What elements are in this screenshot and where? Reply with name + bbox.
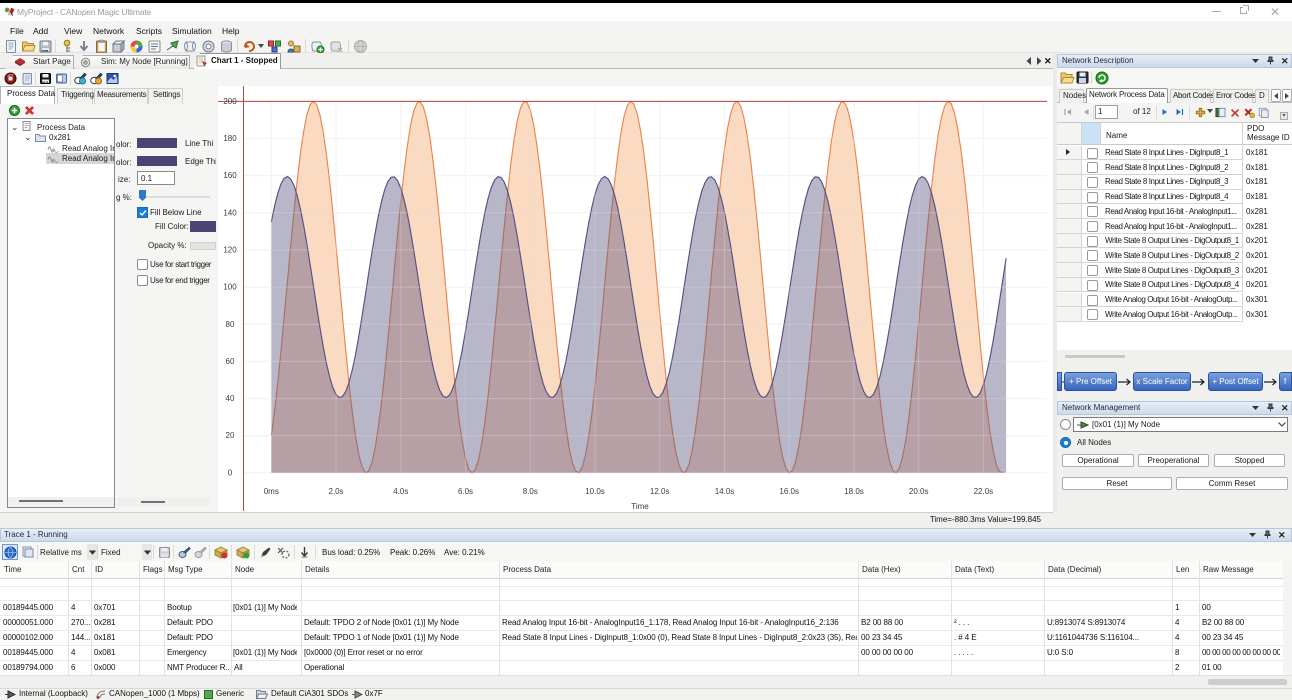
svg-text:20: 20 bbox=[226, 431, 235, 440]
svg-text:120: 120 bbox=[223, 245, 237, 254]
svg-text:60: 60 bbox=[226, 357, 235, 366]
svg-text:8.0s: 8.0s bbox=[523, 487, 538, 496]
svg-text:0: 0 bbox=[228, 468, 233, 477]
svg-text:20.0s: 20.0s bbox=[909, 487, 929, 496]
svg-text:80: 80 bbox=[226, 320, 235, 329]
svg-text:18.0s: 18.0s bbox=[844, 487, 864, 496]
svg-text:12.0s: 12.0s bbox=[650, 487, 670, 496]
svg-text:14.0s: 14.0s bbox=[715, 487, 735, 496]
svg-text:6.0s: 6.0s bbox=[458, 487, 473, 496]
svg-text:140: 140 bbox=[223, 208, 237, 217]
svg-text:100: 100 bbox=[223, 283, 237, 292]
svg-text:180: 180 bbox=[223, 134, 237, 143]
svg-text:4.0s: 4.0s bbox=[393, 487, 408, 496]
svg-text:0ms: 0ms bbox=[264, 487, 279, 496]
svg-text:22.0s: 22.0s bbox=[974, 487, 994, 496]
svg-text:16.0s: 16.0s bbox=[779, 487, 799, 496]
svg-text:160: 160 bbox=[223, 171, 237, 180]
svg-text:10.0s: 10.0s bbox=[585, 487, 605, 496]
svg-text:Time: Time bbox=[631, 502, 649, 511]
svg-text:40: 40 bbox=[226, 394, 235, 403]
svg-text:2.0s: 2.0s bbox=[328, 487, 343, 496]
svg-text:200: 200 bbox=[223, 97, 237, 106]
